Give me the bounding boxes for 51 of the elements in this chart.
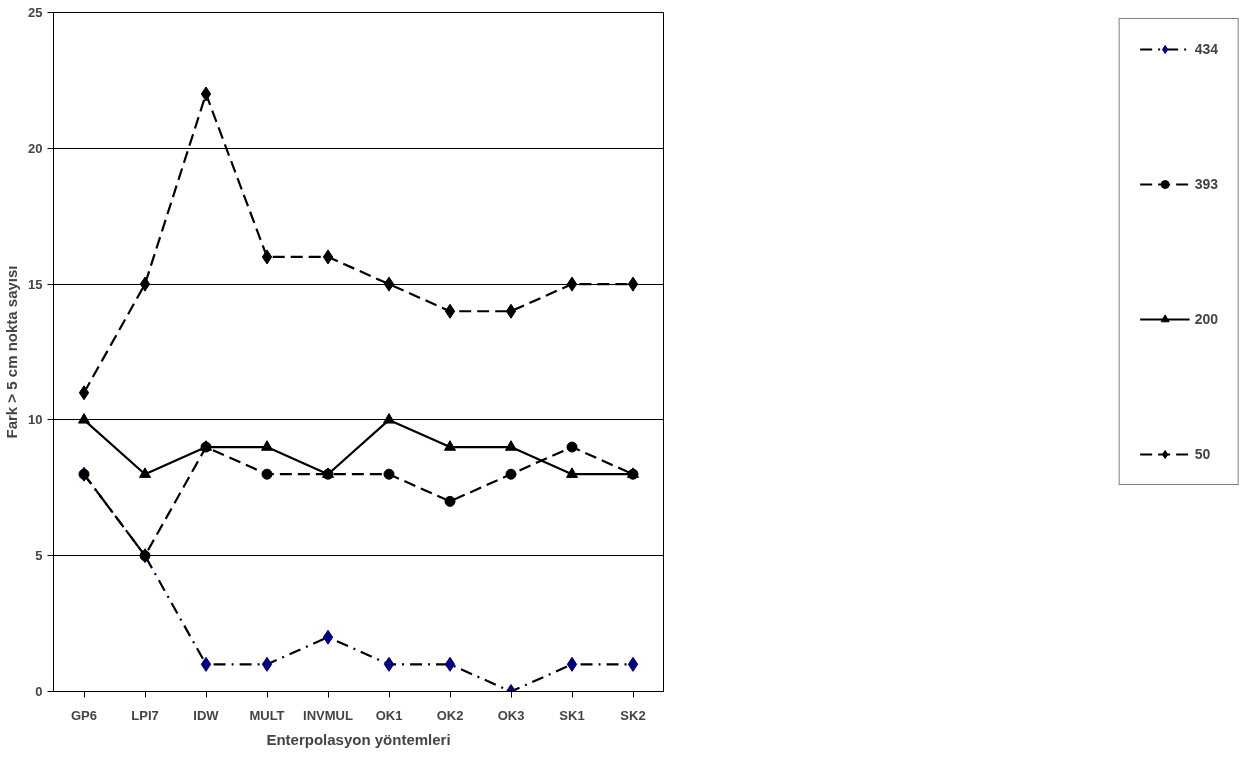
point <box>566 441 578 453</box>
point <box>505 303 517 319</box>
point <box>505 468 517 480</box>
point <box>566 467 578 478</box>
point <box>261 249 273 265</box>
point <box>444 303 456 319</box>
legend-label: 200 <box>1194 311 1218 327</box>
point <box>566 276 578 292</box>
point <box>261 440 273 451</box>
x-tick-label: OK1 <box>375 707 403 723</box>
x-tick-label: GP6 <box>70 707 98 723</box>
x-axis-title: Enterpolasyon yöntemleri <box>266 730 451 748</box>
point <box>78 413 90 424</box>
point <box>444 440 456 451</box>
y-tick-label: 25 <box>28 5 43 20</box>
point <box>383 413 395 424</box>
x-tick-label: SK1 <box>559 707 585 723</box>
point <box>200 86 212 102</box>
x-tick-label: OK2 <box>436 707 464 723</box>
y-tick-label: 5 <box>35 548 43 564</box>
point <box>444 656 456 672</box>
point <box>505 440 517 451</box>
y-axis-title: Fark > 5 cm nokta sayısı <box>3 265 21 439</box>
point <box>383 656 395 672</box>
point <box>627 656 639 672</box>
point <box>322 629 334 645</box>
x-tick-label: INVMUL <box>303 707 353 723</box>
x-tick-label: IDW <box>193 707 220 723</box>
point <box>627 276 639 292</box>
y-tick-label: 0 <box>35 684 43 699</box>
legend-label: 434 <box>1194 41 1218 57</box>
y-tick-label: 10 <box>28 412 43 428</box>
point <box>566 656 578 672</box>
point <box>139 276 151 292</box>
point <box>383 276 395 292</box>
point <box>383 468 395 480</box>
legend-label: 50 <box>1194 446 1212 462</box>
point <box>200 656 212 672</box>
x-tick-label: SK2 <box>620 707 646 723</box>
point <box>261 656 273 672</box>
point <box>78 385 90 401</box>
point <box>322 249 334 265</box>
point <box>139 467 151 478</box>
x-tick-label: LPI7 <box>131 707 159 723</box>
x-tick-label: MULT <box>249 707 285 723</box>
y-tick-label: 20 <box>28 140 43 156</box>
point <box>444 495 456 507</box>
legend-label: 393 <box>1194 176 1218 192</box>
x-tick-label: OK3 <box>497 707 525 723</box>
y-tick-label: 15 <box>28 276 43 292</box>
point <box>261 468 273 480</box>
